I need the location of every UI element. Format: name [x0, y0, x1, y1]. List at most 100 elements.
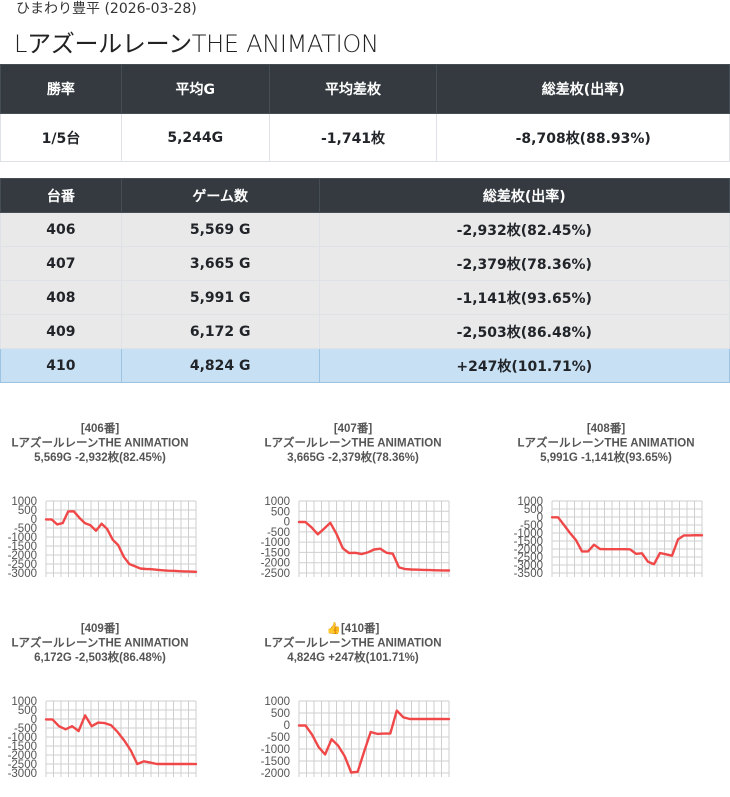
chart-title-line: [409番]	[81, 621, 120, 635]
summary-avg-games: 5,244G	[120, 113, 270, 162]
chart-title-line: 👍[410番]	[327, 621, 380, 635]
summary-winrate: 1/5台	[0, 113, 122, 162]
chart-y-tick-label: -3000	[8, 768, 37, 780]
chart-y-tick-label: -1500	[8, 741, 37, 753]
chart-y-tick-label: 0	[284, 517, 290, 529]
chart-y-tick-label: -1000	[8, 732, 37, 744]
machine-diff: -2,932枚(82.45%)	[318, 212, 730, 247]
machine-header-row: 台番 ゲーム数 総差枚(出率)	[0, 178, 730, 213]
chart-title-line: 6,172G -2,503枚(86.48%)	[34, 650, 166, 664]
chart-title-line: 5,569G -2,932枚(82.45%)	[34, 450, 166, 464]
chart-title-line: LアズールレーンTHE ANIMATION	[11, 636, 188, 650]
chart-y-tick-label: -1500	[8, 541, 37, 553]
chart-card-410: 👍[410番] LアズールレーンTHE ANIMATION 4,824G +247枚…	[253, 597, 453, 797]
chart-y-tick-label: 1000	[264, 696, 290, 708]
chart-y-tick-label: -1500	[261, 756, 290, 768]
summary-header-avg-games: 平均G	[120, 64, 270, 114]
machine-games: 3,665 G	[120, 246, 320, 281]
chart-y-tick-label: -500	[14, 523, 37, 535]
chart-y-tick-label: -2500	[8, 759, 37, 771]
chart-title-line: LアズールレーンTHE ANIMATION	[517, 436, 694, 450]
machine-games: 4,824 G	[120, 348, 320, 383]
subtitle: ひまわり豊平 (2026-03-28)	[16, 1, 197, 17]
chart-y-tick-label: -2500	[8, 559, 37, 571]
machine-games: 5,569 G	[120, 212, 320, 247]
chart-title-line: 3,665G -2,379枚(78.36%)	[287, 450, 419, 464]
chart-title-line: [407番]	[334, 421, 373, 435]
chart-y-tick-label: -3000	[8, 568, 37, 580]
machine-table: 台番 ゲーム数 総差枚(出率) 406 5,569 G -2,932枚(82.4…	[0, 178, 730, 383]
chart-y-tick-label: -1000	[8, 532, 37, 544]
chart-y-tick-label: 1000	[264, 496, 290, 508]
chart-series-line	[297, 709, 451, 774]
machine-number: 410	[0, 348, 122, 383]
chart-y-tick-label: 500	[18, 505, 37, 517]
chart-y-tick-label: -500	[267, 527, 290, 539]
machine-number: 406	[0, 212, 122, 247]
chart-y-tick-label: 1000	[11, 696, 37, 708]
chart-series-line	[44, 510, 198, 574]
chart-y-tick-label: 500	[271, 708, 290, 720]
chart-y-tick-label: -1500	[261, 547, 290, 559]
machine-diff: -1,141枚(93.65%)	[318, 280, 730, 315]
chart-y-tick-label: 500	[18, 705, 37, 717]
chart-y-tick-label: -2000	[261, 768, 290, 780]
machine-header-games: ゲーム数	[120, 178, 320, 213]
chart-y-tick-label: -3000	[514, 560, 543, 572]
chart-title-line: LアズールレーンTHE ANIMATION	[11, 436, 188, 450]
chart-y-tick-label: -2000	[514, 544, 543, 556]
chart-card-409: [409番] LアズールレーンTHE ANIMATION 6,172G -2,503…	[0, 597, 200, 797]
summary-avg-diff: -1,741枚	[268, 113, 438, 162]
chart-y-tick-label: 500	[271, 506, 290, 518]
machine-diff: +247枚(101.71%)	[318, 348, 730, 383]
chart-y-tick-label: -1500	[514, 536, 543, 548]
chart-title-line: LアズールレーンTHE ANIMATION	[264, 636, 441, 650]
chart-y-tick-label: -1000	[514, 528, 543, 540]
chart-y-tick-label: 1000	[517, 496, 543, 508]
machine-diff: -2,503枚(86.48%)	[318, 314, 730, 349]
summary-table: 勝率 平均G 平均差枚 総差枚(出率) 1/5台 5,244G -1,741枚 …	[0, 64, 730, 162]
summary-header-avg-diff: 平均差枚	[268, 64, 438, 114]
chart-y-tick-label: -1000	[261, 744, 290, 756]
summary-header-total-diff: 総差枚(出率)	[436, 64, 730, 114]
machine-games: 6,172 G	[120, 314, 320, 349]
table-row[interactable]: 407 3,665 G -2,379枚(78.36%)	[0, 246, 730, 281]
chart-y-tick-label: -1000	[261, 537, 290, 549]
chart-title-line: 4,824G +247枚(101.71%)	[287, 650, 419, 664]
chart-y-tick-label: 0	[284, 720, 290, 732]
chart-title-line: [406番]	[81, 421, 120, 435]
machine-number: 409	[0, 314, 122, 349]
chart-y-tick-label: 0	[31, 514, 37, 526]
table-row[interactable]: 409 6,172 G -2,503枚(86.48%)	[0, 314, 730, 349]
chart-series-line	[550, 516, 704, 566]
chart-y-tick-label: -500	[520, 520, 543, 532]
summary-header-row: 勝率 平均G 平均差枚 総差枚(出率)	[0, 64, 730, 114]
table-row[interactable]: 406 5,569 G -2,932枚(82.45%)	[0, 212, 730, 247]
chart-y-tick-label: -500	[267, 732, 290, 744]
machine-number: 408	[0, 280, 122, 315]
chart-card-406: [406番] LアズールレーンTHE ANIMATION 5,569G -2,932…	[0, 397, 200, 597]
table-row-highlighted[interactable]: 410 4,824 G +247枚(101.71%)	[0, 348, 730, 383]
summary-row: 1/5台 5,244G -1,741枚 -8,708枚(88.93%)	[0, 113, 730, 162]
machine-diff: -2,379枚(78.36%)	[318, 246, 730, 281]
chart-y-tick-label: -2000	[8, 550, 37, 562]
table-row[interactable]: 408 5,991 G -1,141枚(93.65%)	[0, 280, 730, 315]
machine-number: 407	[0, 246, 122, 281]
chart-series-line	[44, 714, 198, 766]
chart-y-tick-label: -2000	[261, 558, 290, 570]
chart-y-tick-label: 500	[524, 504, 543, 516]
chart-card-407: [407番] LアズールレーンTHE ANIMATION 3,665G -2,379…	[253, 397, 453, 597]
chart-y-tick-label: 1000	[11, 496, 37, 508]
chart-title-line: LアズールレーンTHE ANIMATION	[264, 436, 441, 450]
chart-title-line: 5,991G -1,141枚(93.65%)	[540, 450, 672, 464]
chart-y-tick-label: -2500	[261, 568, 290, 580]
summary-header-winrate: 勝率	[0, 64, 122, 114]
machine-header-number: 台番	[0, 178, 122, 213]
chart-y-tick-label: 0	[31, 714, 37, 726]
chart-y-tick-label: -2500	[514, 552, 543, 564]
